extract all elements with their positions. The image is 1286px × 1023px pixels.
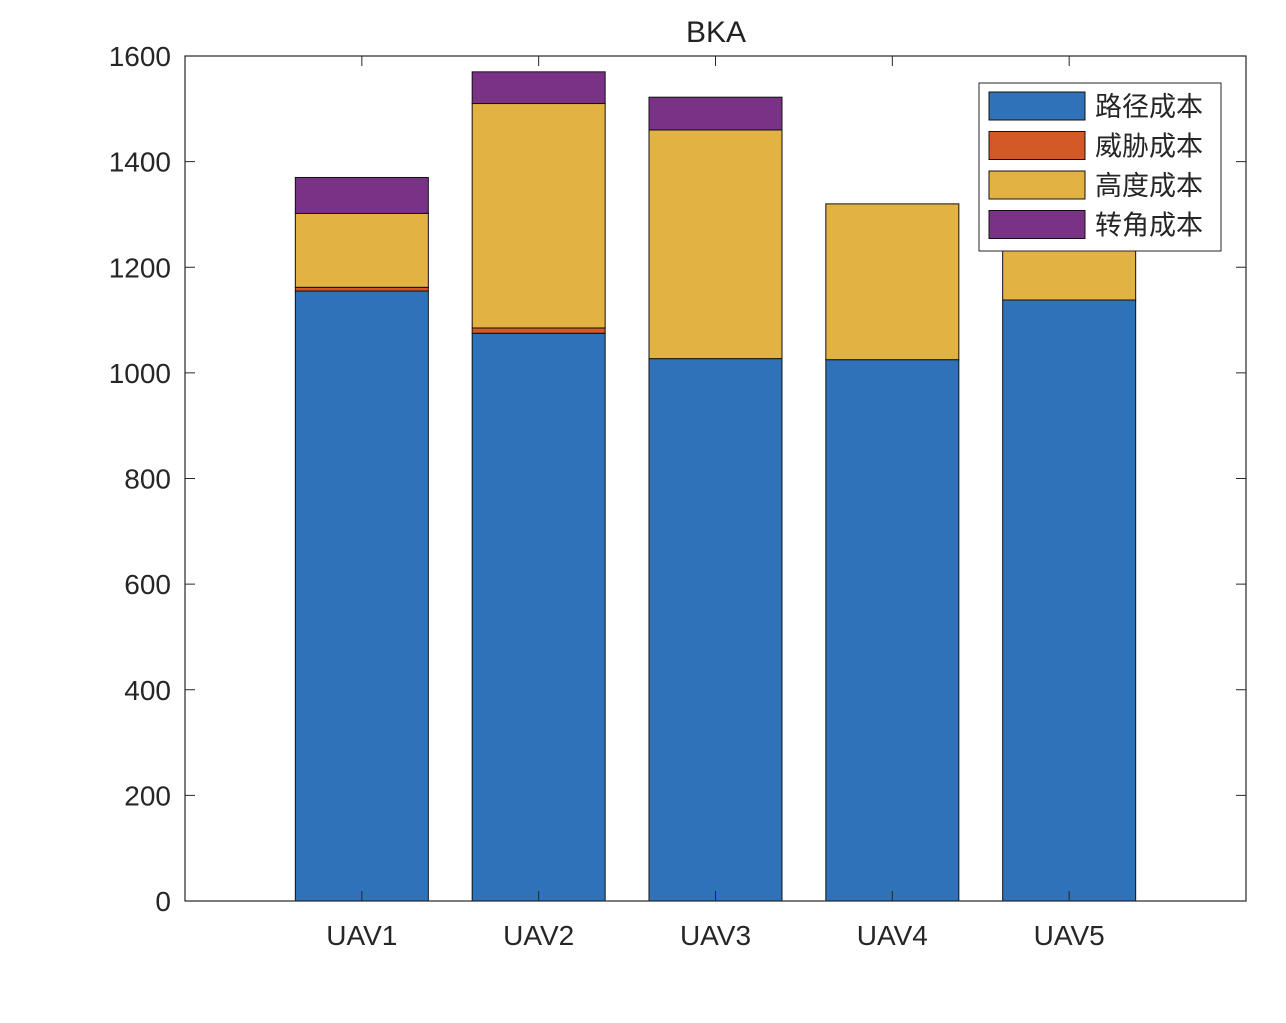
x-tick-label-uav5: UAV5 xyxy=(1034,920,1105,951)
y-tick-label-1200: 1200 xyxy=(109,252,171,283)
bar-uav2-series-2 xyxy=(471,327,606,334)
legend-label-4: 转角成本 xyxy=(1095,211,1203,242)
bar-uav3-series-1 xyxy=(648,358,783,902)
bar-uav3-series-3 xyxy=(648,129,783,360)
legend-label-3: 高度成本 xyxy=(1095,171,1203,202)
bar-uav2-series-3 xyxy=(471,103,606,329)
legend-swatch-4 xyxy=(988,210,1086,239)
y-tick-label-600: 600 xyxy=(124,569,171,600)
x-tick-label-uav2: UAV2 xyxy=(503,920,574,951)
legend-swatch-1 xyxy=(988,91,1086,121)
y-tick-label-1600: 1600 xyxy=(109,41,171,72)
y-tick-label-400: 400 xyxy=(124,675,171,706)
y-tick-label-1400: 1400 xyxy=(109,147,171,178)
y-tick-label-0: 0 xyxy=(155,886,171,917)
x-tick-label-uav3: UAV3 xyxy=(680,920,751,951)
x-axis-tick-labels: UAV1 UAV2 UAV3 UAV4 UAV5 xyxy=(326,920,1104,951)
x-tick-label-uav1: UAV1 xyxy=(326,920,397,951)
ticks-layer xyxy=(185,55,1246,902)
legend-label-2: 威胁成本 xyxy=(1095,132,1203,163)
bar-uav4-series-3 xyxy=(825,203,960,361)
bar-uav2-series-4 xyxy=(471,71,606,105)
bar-uav1-series-1 xyxy=(294,290,429,902)
y-tick-label-1000: 1000 xyxy=(109,358,171,389)
y-tick-label-800: 800 xyxy=(124,464,171,495)
bars-layer xyxy=(294,71,1137,902)
legend-swatch-3 xyxy=(988,170,1086,200)
x-tick-label-uav4: UAV4 xyxy=(857,920,928,951)
bar-uav4-series-1 xyxy=(825,359,960,902)
legend-swatch-2 xyxy=(988,131,1086,160)
bar-uav1-series-2 xyxy=(294,286,429,292)
bar-uav5-series-1 xyxy=(1002,299,1137,902)
bar-uav1-series-4 xyxy=(294,176,429,214)
legend-label-1: 路径成本 xyxy=(1095,92,1203,123)
bar-uav1-series-3 xyxy=(294,212,429,288)
chart-title: BKA xyxy=(686,16,746,49)
y-tick-label-200: 200 xyxy=(124,780,171,811)
bar-uav3-series-4 xyxy=(648,96,783,131)
bar-uav2-series-1 xyxy=(471,332,606,902)
y-axis-tick-labels: 0 200 400 600 800 1000 1200 1400 1600 xyxy=(109,41,171,917)
